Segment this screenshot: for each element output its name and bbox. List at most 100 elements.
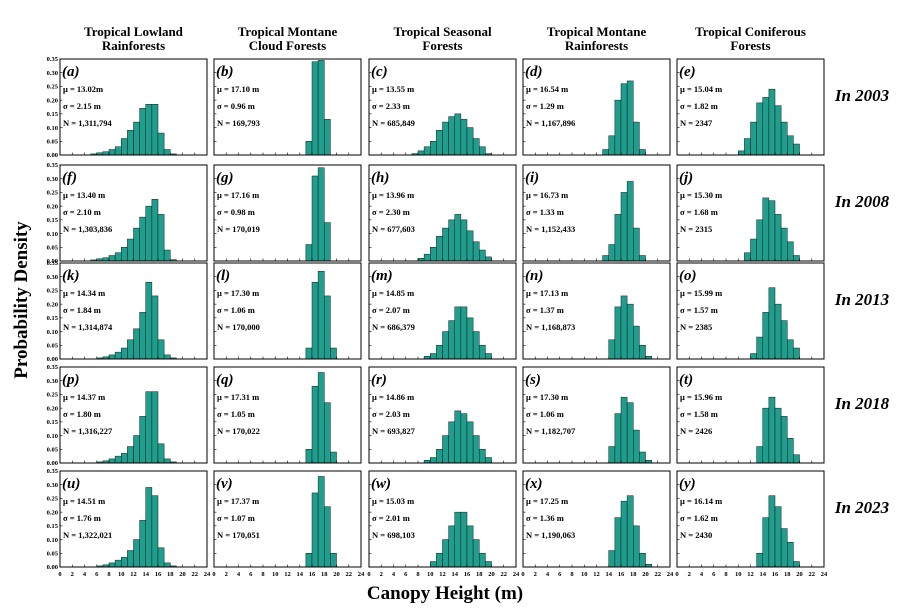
histogram-bar: [305, 449, 313, 464]
x-tick-label: 10: [272, 571, 279, 578]
histogram-bar: [639, 553, 646, 568]
panel-letter: (i): [525, 170, 539, 186]
row-label: In 2003: [834, 86, 890, 105]
histogram-bar: [793, 347, 800, 360]
panel-letter: (v): [216, 476, 233, 492]
stat-sigma: σ = 1.29 m: [526, 101, 564, 111]
histogram-bar: [436, 345, 443, 360]
histogram-bar: [442, 121, 449, 156]
stat-mean: μ = 16.14 m: [680, 496, 722, 506]
histogram-bar: [436, 236, 443, 262]
histogram-panel: (b) μ = 17.10 m σ = 0.96 m N = 169,793: [213, 58, 362, 156]
histogram-bar: [330, 553, 337, 568]
stat-mean: μ = 13.96 m: [372, 190, 414, 200]
stat-count: N = 170,000: [217, 322, 260, 332]
stat-sigma: σ = 2.33 m: [372, 101, 410, 111]
x-tick-label: 4: [546, 571, 550, 578]
y-tick-label: 0.10: [47, 231, 58, 238]
histogram-bar: [626, 495, 634, 568]
histogram-bar: [620, 295, 628, 360]
histogram-bar: [620, 500, 628, 568]
y-tick-label: 0.00: [47, 258, 58, 265]
histogram-bar: [639, 345, 646, 360]
histogram-bar: [633, 227, 640, 262]
histogram-bar: [305, 347, 313, 360]
x-tick-label: 6: [558, 571, 562, 578]
stat-mean: μ = 14.51 m: [63, 496, 105, 506]
panel-letter: (x): [525, 476, 543, 492]
stat-mean: μ = 13.55 m: [372, 84, 414, 94]
histogram-bar: [311, 492, 319, 568]
histogram-panel: 0.00 0.05 0.10 0.15 0.20 0.25 0.30 0.35(p) μ = 1…: [47, 364, 208, 467]
y-tick-label: 0.15: [47, 523, 59, 530]
histogram-bar: [479, 345, 486, 360]
stat-mean: μ = 17.25 m: [526, 496, 568, 506]
y-tick-label: 0.00: [47, 356, 58, 363]
stat-count: N = 693,827: [372, 426, 416, 436]
column-title: Tropical Montane: [547, 24, 647, 39]
histogram-bar: [787, 339, 794, 360]
y-tick-label: 0.05: [47, 446, 59, 453]
stat-mean: μ = 17.37 m: [217, 496, 259, 506]
histogram-bar: [614, 99, 622, 156]
histogram-bar: [436, 130, 443, 156]
histogram-bar: [639, 451, 646, 464]
panel-letter: (k): [62, 268, 80, 284]
histogram-bar: [460, 219, 468, 262]
histogram-bar: [460, 413, 468, 464]
stat-count: N = 1,314,874: [63, 322, 113, 332]
histogram-panel: 0.000.050.100.150.200.250.300.350 2 4 6 8 10 1…: [47, 468, 211, 578]
histogram-bar: [793, 255, 800, 262]
row-label: In 2023: [834, 498, 890, 517]
x-tick-label: 10: [581, 571, 588, 578]
stat-count: N = 1,167,896: [526, 118, 575, 128]
histogram-panel: 0 2 4 6 8 10 12 14 16 18 20 22 24(v)μ = 17.37 mσ = 1…: [212, 470, 365, 578]
x-tick-label: 0: [367, 571, 370, 578]
y-tick-label: 0.10: [47, 125, 58, 132]
stat-count: N = 1,316,227: [63, 426, 113, 436]
x-tick-label: 16: [309, 571, 316, 578]
x-tick-label: 20: [179, 571, 186, 578]
y-tick-label: 0.10: [47, 537, 58, 544]
histogram-bar: [139, 312, 146, 360]
histogram-bar: [460, 306, 468, 360]
histogram-bar: [324, 295, 331, 360]
histogram-bar: [133, 539, 140, 568]
x-tick-label: 8: [261, 571, 265, 578]
histogram-bar: [114, 455, 122, 464]
histogram-panel: (s) μ = 17.30 m σ = 1.06 m N = 1,182,707: [522, 366, 671, 464]
histogram-bar: [133, 227, 140, 262]
histogram-panel: (n) μ = 17.13 m σ = 1.37 m N = 1,168,873: [522, 262, 671, 360]
column-title: Rainforests: [102, 38, 165, 53]
x-tick-label: 14: [452, 571, 459, 578]
histogram-bar: [121, 138, 128, 156]
y-tick-label: 0.10: [47, 329, 58, 336]
y-tick-label: 0.15: [47, 315, 59, 322]
histogram-bar: [756, 446, 763, 464]
stat-mean: μ = 13.40 m: [63, 190, 105, 200]
stat-sigma: σ = 1.36 m: [526, 513, 564, 523]
stat-mean: μ = 17.10 m: [217, 84, 259, 94]
histogram-panel: (m) μ = 14.85 m σ = 2.07 m N = 686,379: [368, 262, 517, 360]
panel-letter: (b): [216, 64, 234, 80]
histogram-bar: [780, 121, 788, 156]
stat-mean: μ = 15.99 m: [680, 288, 722, 298]
stat-count: N = 686,379: [372, 322, 415, 332]
histogram-bar: [479, 553, 486, 568]
histogram-bar: [163, 354, 171, 360]
stat-mean: μ = 15.04 m: [680, 84, 722, 94]
histogram-bar: [762, 407, 770, 464]
histogram-bar: [430, 457, 437, 464]
histogram-bar: [738, 150, 745, 156]
histogram-bar: [121, 247, 128, 262]
histogram-bar: [466, 421, 474, 464]
histogram-bar: [305, 553, 313, 568]
x-tick-label: 20: [333, 571, 340, 578]
row-labels: In 2003 In 2008 In 2013 In 2018 In 2023: [834, 86, 890, 517]
histogram-panel: (g) μ = 17.16 m σ = 0.98 m N = 170,019: [213, 164, 362, 262]
stat-sigma: σ = 2.07 m: [372, 305, 410, 315]
histogram-bar: [139, 416, 146, 464]
histogram-panel: 0 2 4 6 8 10 12 14 16 18 20 22 24(y)μ = 16.14 mσ = 1…: [675, 470, 828, 578]
histogram-bar: [121, 347, 128, 360]
